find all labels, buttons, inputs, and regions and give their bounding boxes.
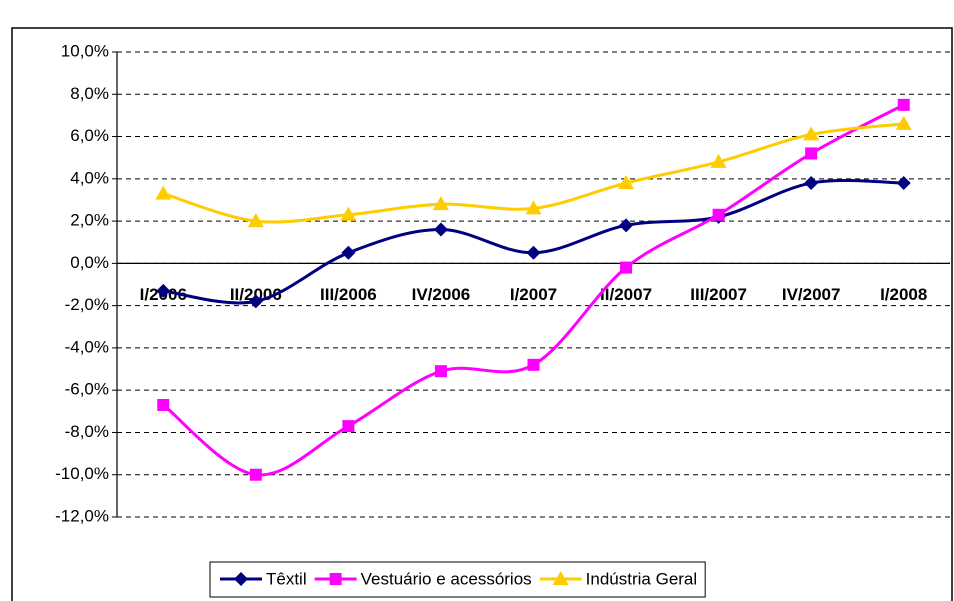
y-tick-label: 6,0% [70, 126, 109, 145]
y-tick-label: -8,0% [65, 422, 109, 441]
legend-marker [552, 571, 569, 585]
legend-label: Indústria Geral [586, 569, 698, 588]
data-point [340, 206, 357, 221]
y-tick-label: -2,0% [65, 295, 109, 314]
legend: Têxtil Vestuário e acessórios Indústria Ge… [209, 561, 706, 598]
data-point [526, 245, 541, 260]
x-tick-label: III/2007 [690, 285, 747, 304]
data-point [712, 208, 725, 221]
x-tick-label: II/2007 [600, 285, 652, 304]
data-point [433, 222, 448, 237]
x-tick-label: IV/2006 [412, 285, 471, 304]
legend-marker [329, 573, 342, 585]
chart-frame [11, 27, 953, 601]
y-tick-label: 0,0% [70, 253, 109, 272]
data-point [155, 185, 172, 200]
data-point [897, 98, 910, 111]
data-point [803, 126, 820, 141]
data-point [805, 147, 818, 160]
x-tick-label: I/2008 [880, 285, 927, 304]
data-point [895, 115, 912, 130]
data-point [620, 261, 633, 274]
y-tick-label: -12,0% [55, 506, 109, 525]
legend-marker [234, 572, 248, 586]
data-point [248, 294, 263, 309]
data-point [341, 245, 356, 260]
legend-label: Têxtil [266, 569, 307, 588]
data-point [896, 176, 911, 191]
data-point [527, 358, 540, 371]
x-tick-label: IV/2007 [782, 285, 841, 304]
x-tick-label: II/2006 [230, 285, 282, 304]
data-point [618, 175, 635, 190]
y-tick-label: -10,0% [55, 464, 109, 483]
data-point [156, 283, 171, 298]
data-point [710, 153, 727, 168]
data-point [157, 398, 170, 411]
legend-box [209, 561, 706, 598]
data-point [249, 468, 262, 481]
data-point [434, 365, 447, 378]
y-tick-label: 4,0% [70, 168, 109, 187]
x-tick-label: III/2006 [320, 285, 377, 304]
data-point [247, 213, 264, 228]
y-tick-label: 10,0% [61, 41, 109, 60]
data-point [525, 200, 542, 215]
data-point [804, 176, 819, 191]
y-tick-label: 8,0% [70, 84, 109, 103]
y-tick-label: -6,0% [65, 380, 109, 399]
y-tick-label: -4,0% [65, 337, 109, 356]
y-tick-label: 2,0% [70, 211, 109, 230]
data-point [432, 196, 449, 211]
legend-label: Vestuário e acessórios [361, 569, 532, 588]
data-point [342, 420, 355, 433]
data-point [619, 218, 634, 233]
x-tick-label: I/2007 [510, 285, 557, 304]
